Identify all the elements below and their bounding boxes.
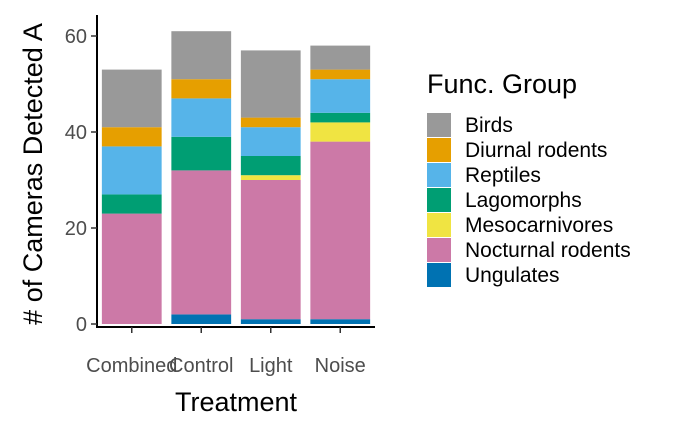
bar-segment-control-birds xyxy=(171,31,232,80)
y-ticks-layer: 0 20 40 60 xyxy=(65,26,97,336)
legend-label: Reptiles xyxy=(465,164,541,187)
bar-segment-noise-ungulates xyxy=(310,319,371,324)
legend-label: Ungulates xyxy=(465,264,560,287)
bar-segment-light-reptiles xyxy=(240,127,301,156)
bar-segment-control-lagomorphs xyxy=(171,136,232,171)
bar-segment-combined-diurnal-rodents xyxy=(101,127,162,147)
bar-segment-noise-nocturnal-rodents xyxy=(310,141,371,320)
bar-segment-combined-nocturnal-rodents xyxy=(101,213,162,324)
y-tick-label: 20 xyxy=(65,218,87,240)
bar-segment-light-birds xyxy=(240,50,301,118)
bars-layer xyxy=(101,31,371,324)
legend-key xyxy=(427,113,451,137)
bar-segment-noise-diurnal-rodents xyxy=(310,69,371,80)
x-tick-label: Combined xyxy=(86,355,177,377)
x-tick-label: Light xyxy=(249,355,293,377)
bar-segment-control-reptiles xyxy=(171,98,232,137)
legend-label: Mesocarnivores xyxy=(465,214,613,237)
legend-key xyxy=(427,188,451,212)
bar-segment-light-mesocarnivores xyxy=(240,175,301,180)
legend-key xyxy=(427,138,451,162)
legend-key xyxy=(427,238,451,262)
x-tick-label: Control xyxy=(169,355,233,377)
bar-segment-noise-reptiles xyxy=(310,79,371,113)
legend-key xyxy=(427,263,451,287)
bar-segment-combined-lagomorphs xyxy=(101,194,162,214)
x-axis-title: Treatment xyxy=(175,387,298,417)
x-tick-label: Noise xyxy=(315,355,366,377)
axes-layer xyxy=(96,15,375,328)
bar-segment-light-lagomorphs xyxy=(240,156,301,176)
bar-segment-light-nocturnal-rodents xyxy=(240,180,301,320)
bar-segment-light-diurnal-rodents xyxy=(240,117,301,128)
y-tick-label: 0 xyxy=(76,314,87,336)
y-axis-title: # of Cameras Detected A xyxy=(18,23,48,325)
bar-segment-noise-mesocarnivores xyxy=(310,122,371,142)
bar-segment-control-ungulates xyxy=(171,314,232,324)
bar-segment-control-nocturnal-rodents xyxy=(171,170,232,315)
y-tick-label: 60 xyxy=(65,26,87,48)
legend-label: Nocturnal rodents xyxy=(465,239,631,262)
legend-label: Diurnal rodents xyxy=(465,139,607,162)
bar-segment-noise-lagomorphs xyxy=(310,112,371,123)
bar-segment-combined-reptiles xyxy=(101,146,162,195)
y-tick-label: 40 xyxy=(65,122,87,144)
bar-segment-noise-birds xyxy=(310,45,371,70)
legend-key xyxy=(427,163,451,187)
legend-label: Lagomorphs xyxy=(465,189,582,212)
bar-segment-combined-birds xyxy=(101,69,162,128)
legend-key xyxy=(427,213,451,237)
bar-segment-control-diurnal-rodents xyxy=(171,79,232,99)
legend-title: Func. Group xyxy=(427,69,577,99)
bar-segment-light-ungulates xyxy=(240,319,301,324)
legend-label: Birds xyxy=(465,114,513,137)
